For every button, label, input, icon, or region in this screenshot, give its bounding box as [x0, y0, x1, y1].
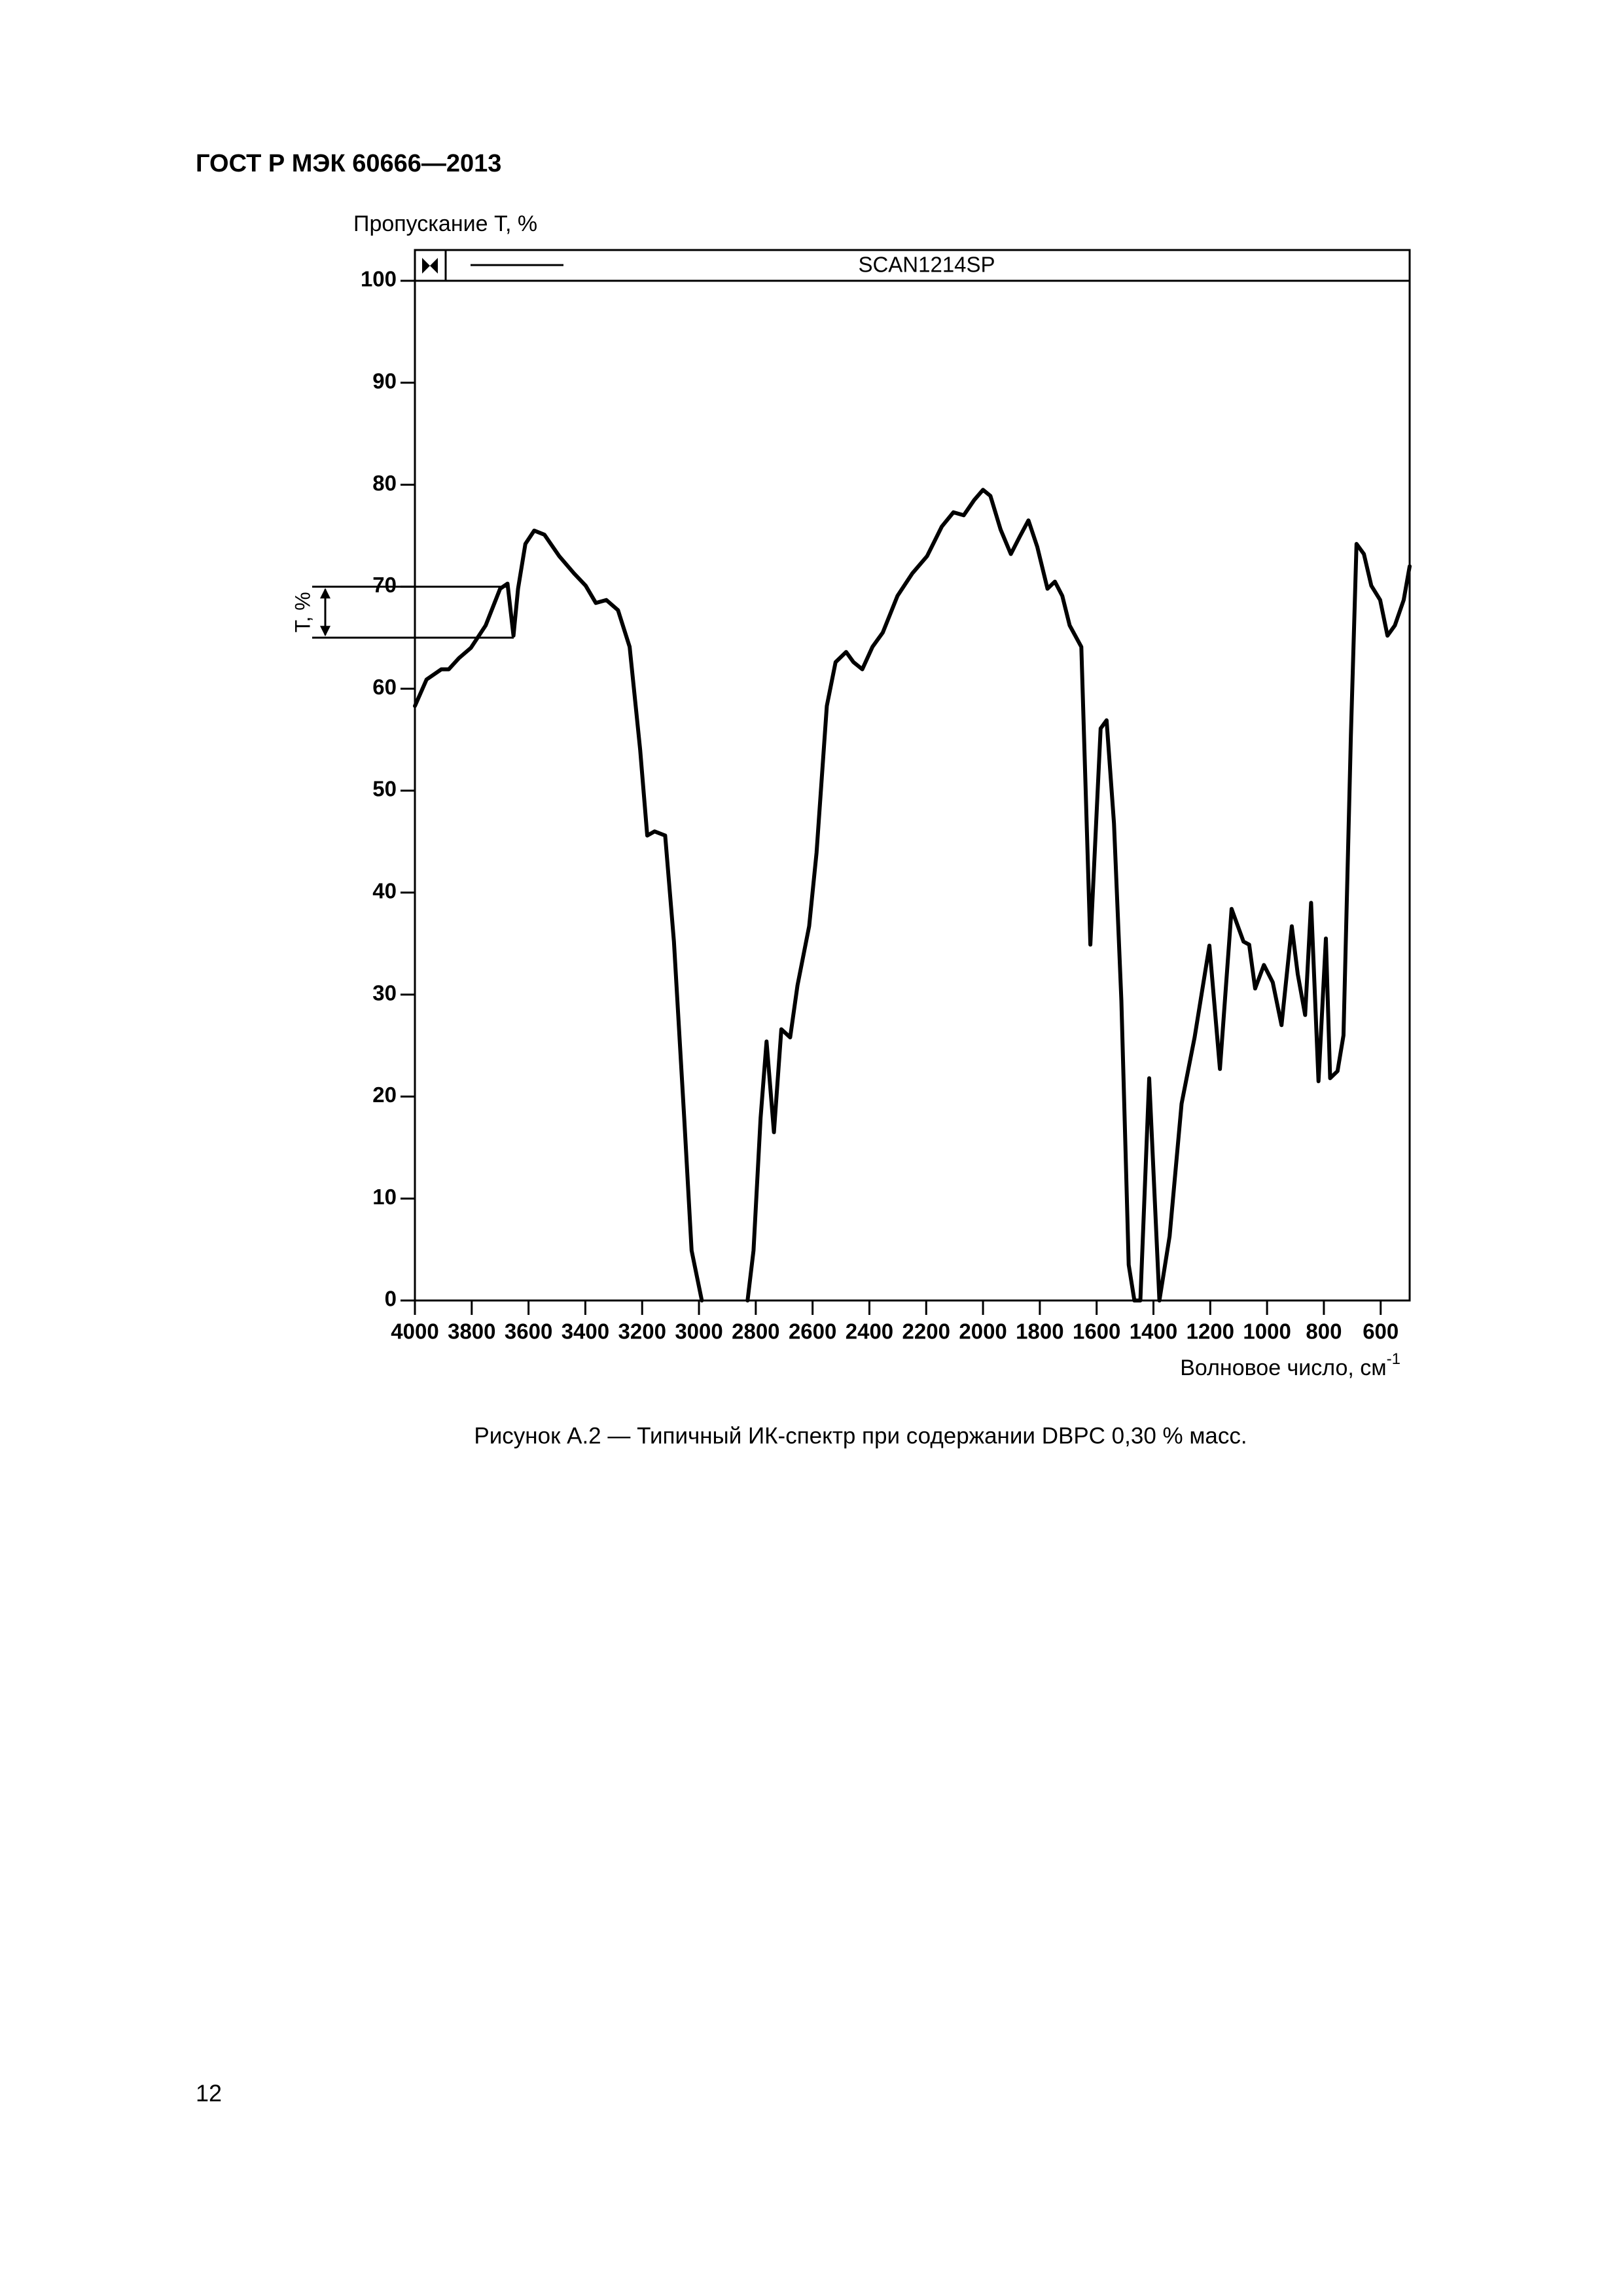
x-tick-label: 3800 — [448, 1319, 495, 1344]
y-tick-label: 90 — [372, 369, 397, 393]
legend-label: SCAN1214SP — [858, 253, 995, 277]
legend-icon — [422, 258, 438, 274]
annotation-arrowhead — [320, 588, 330, 637]
x-tick-label: 3200 — [618, 1319, 666, 1344]
x-tick-label: 2600 — [789, 1319, 836, 1344]
x-axis-label-sup: -1 — [1387, 1350, 1400, 1368]
y-tick-label: 10 — [372, 1185, 397, 1209]
y-tick-label: 60 — [372, 675, 397, 699]
x-tick-label: 1600 — [1073, 1319, 1120, 1344]
y-tick-label: 50 — [372, 777, 397, 801]
x-tick-label: 1800 — [1016, 1319, 1063, 1344]
x-axis-label-text: Волновое число, см — [1180, 1355, 1386, 1380]
x-tick-label: 2800 — [732, 1319, 779, 1344]
x-tick-label: 2200 — [902, 1319, 950, 1344]
x-tick-label: 4000 — [391, 1319, 438, 1344]
y-tick-label: 80 — [372, 471, 397, 495]
x-tick-label: 3600 — [505, 1319, 552, 1344]
header: ГОСТ Р МЭК 60666—2013 — [196, 150, 501, 177]
spectrum-line — [413, 488, 1412, 1302]
y-tick-label: 100 — [361, 267, 397, 291]
y-axis-label: Пропускание T, % — [353, 211, 537, 236]
plot-frame — [414, 249, 1411, 1302]
y-tick-label: 40 — [372, 879, 397, 903]
x-tick-label: 1400 — [1130, 1319, 1177, 1344]
y-tick-label: 70 — [372, 573, 397, 597]
x-tick-label: 600 — [1363, 1319, 1399, 1344]
caption: Рисунок А.2 — Типичный ИК-спектр при сод… — [474, 1423, 1247, 1448]
y-tick-label: 30 — [372, 980, 397, 1005]
x-tick-label: 3000 — [675, 1319, 722, 1344]
page-number: 12 — [196, 2080, 222, 2107]
x-axis-label: Волновое число, см-1 — [1180, 1350, 1400, 1380]
x-tick-label: 2400 — [846, 1319, 893, 1344]
x-tick-label: 1000 — [1243, 1319, 1291, 1344]
x-tick-label: 1200 — [1186, 1319, 1234, 1344]
x-tick-label: 2000 — [959, 1319, 1007, 1344]
x-tick-label: 800 — [1306, 1319, 1342, 1344]
y-tick-label: 20 — [372, 1083, 397, 1107]
y-tick-label: 0 — [385, 1287, 397, 1311]
x-tick-label: 3400 — [562, 1319, 609, 1344]
annotation-label: T, % — [291, 592, 314, 632]
